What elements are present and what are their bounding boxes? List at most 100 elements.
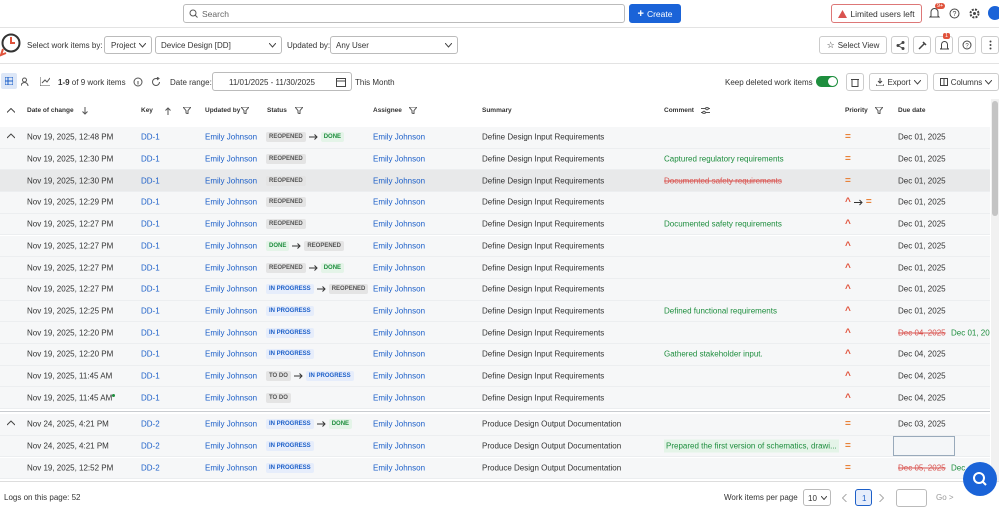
table-view-toggle[interactable] [1,73,17,89]
table-row[interactable]: Nov 19, 2025, 12:20 PM DD-1 Emily Johnson I… [0,322,990,344]
table-row[interactable]: Nov 19, 2025, 11:45 AM DD-1 Emily Johnson T… [0,387,990,410]
collapse-all-icon[interactable] [7,108,15,113]
project-dropdown[interactable]: Device Design [DD] [155,36,282,54]
assignee: Emily Johnson [373,393,426,403]
current-page[interactable]: 1 [855,489,872,506]
table-row[interactable]: Nov 19, 2025, 12:25 PM DD-1 Emily Johnson I… [0,300,990,323]
updated-by: Emily Johnson [205,393,258,403]
updated-by-label: Updated by: [287,41,331,50]
priority-icon: ^ [845,283,851,295]
export-button[interactable]: Export [869,73,928,91]
columns-button[interactable]: Columns [933,73,999,91]
table-row[interactable]: Nov 19, 2025, 12:27 PM DD-1 Emily Johnson I… [0,278,990,301]
limited-users-button[interactable]: Limited users left [831,4,922,23]
date: Nov 19, 2025, 12:27 PM [27,263,114,273]
updated-by: Emily Johnson [205,419,258,429]
priority: ^ [845,305,851,316]
status-tag: TO DO [266,371,291,382]
table-row[interactable]: Nov 19, 2025, 12:30 PM DD-1 Emily Johnson R… [0,148,990,171]
svg-text:?: ? [965,44,969,50]
table-row[interactable]: Nov 19, 2025, 12:30 PM DD-1 Emily Johnson R… [0,170,990,193]
collapse-group[interactable] [7,133,15,139]
status-tag: IN PROGRESS [266,441,314,452]
bell-icon[interactable] [929,7,940,19]
column-header: Date of change [27,107,74,114]
info-icon[interactable] [133,77,143,87]
table-row[interactable]: Nov 19, 2025, 11:45 AM DD-1 Emily Johnson T… [0,365,990,388]
share-button[interactable] [891,36,909,54]
status: IN PROGRESS DONE [266,419,353,430]
summary: Define Design Input Requirements [482,371,605,381]
table-row[interactable]: Nov 24, 2025, 4:21 PM DD-2 Emily Johnson IN… [0,414,990,436]
notifications-badge: 9+ [935,3,946,9]
table-row[interactable]: Nov 19, 2025, 12:20 PM DD-1 Emily Johnson I… [0,344,990,366]
priority: ^ [845,240,851,251]
key: DD-1 [141,263,160,273]
table-row[interactable]: Nov 19, 2025, 12:27 PM DD-1 Emily Johnson D… [0,235,990,258]
summary: Define Design Input Requirements [482,349,605,359]
status-tag: REOPENED [328,284,369,295]
help-icon[interactable]: ? [949,8,960,19]
table-row[interactable]: Nov 19, 2025, 12:52 PM DD-2 Emily Johnson I… [0,457,990,480]
more-button[interactable] [981,36,999,54]
collapse-group[interactable] [7,420,15,426]
status-tag: REOPENED [266,132,306,143]
settings-icon[interactable] [969,8,980,19]
date: Nov 19, 2025, 12:20 PM [27,328,114,338]
summary: Define Design Input Requirements [482,306,605,316]
table-row[interactable]: Nov 24, 2025, 4:21 PM DD-2 Emily Johnson IN… [0,435,990,458]
count: 1-9 of 9 work items [58,78,126,87]
status: IN PROGRESS [266,349,314,360]
summary: Define Design Input Requirements [482,284,605,294]
key: DD-1 [141,349,160,359]
next-page[interactable] [879,494,884,502]
due-date: Dec [951,463,966,473]
page-input[interactable] [896,489,927,507]
table-row[interactable]: Nov 19, 2025, 12:29 PM DD-1 Emily Johnson R… [0,192,990,214]
deleted-button[interactable] [846,73,864,91]
chart-view-toggle[interactable] [40,77,50,86]
per-page-value: 10 [808,494,817,503]
table-row[interactable]: Nov 19, 2025, 12:27 PM DD-1 Emily Johnson R… [0,213,990,236]
prev-page[interactable] [842,494,847,502]
table-row[interactable]: Nov 19, 2025, 12:48 PM DD-1 Emily Johnson R… [0,127,990,149]
assignee: Emily Johnson [373,371,426,381]
summary: Define Design Input Requirements [482,176,605,186]
tools-button[interactable] [913,36,931,54]
select-view-button[interactable]: ☆ Select View [819,36,887,54]
per-page-dropdown[interactable]: 10 [803,489,831,506]
date-range-input[interactable]: 11/01/2025 - 11/30/2025 [212,72,352,91]
go-button[interactable]: Go > [936,493,954,502]
status: IN PROGRESS [266,441,314,452]
assignee: Emily Johnson [373,197,426,207]
priority-icon: = [845,175,851,187]
comment: Captured regulatory requirements [664,154,784,164]
assignee: Emily Johnson [373,349,426,359]
users-view-toggle[interactable] [21,77,31,86]
status: REOPENED [266,175,306,186]
column-header: Priority [845,107,868,114]
help-button[interactable]: ? [958,36,976,54]
due-date: Dec 01, 2025 [898,284,946,294]
refresh-icon[interactable] [151,77,161,87]
logo [0,33,21,57]
summary: Define Design Input Requirements [482,132,605,142]
avatar[interactable] [988,6,999,20]
due-date: Dec 01, 2025 [898,263,946,273]
status-tag: IN PROGRESS [266,349,314,360]
create-label: Create [646,8,673,19]
chat-button[interactable] [963,462,997,496]
scrollbar[interactable] [991,99,999,481]
assignee: Emily Johnson [373,463,426,473]
date: Nov 19, 2025, 12:30 PM [27,154,114,164]
search-box[interactable]: Search [183,4,625,23]
create-button[interactable]: + Create [629,4,681,23]
date: Nov 19, 2025, 12:20 PM [27,349,114,359]
updated-by-dropdown[interactable]: Any User [330,36,458,54]
select-by-dropdown[interactable]: Project [104,36,152,54]
table-row[interactable]: Nov 19, 2025, 12:27 PM DD-1 Emily Johnson R… [0,257,990,279]
key: DD-1 [141,241,160,251]
due-date: Dec 01, 2025 [951,328,990,338]
keep-deleted-toggle[interactable] [816,76,838,87]
column-header: Summary [482,107,512,114]
